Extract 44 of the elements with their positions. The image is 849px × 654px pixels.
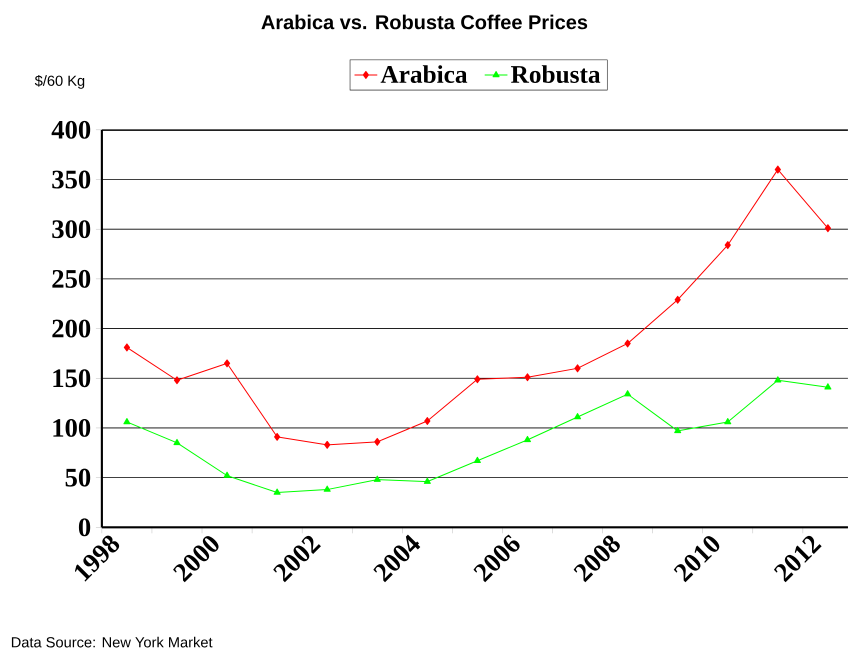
source-note: Data Source: New York Market [12,636,212,648]
point [424,478,431,484]
point [824,224,832,232]
point [324,485,331,492]
chart-title: Arabica vs. Robusta Coffee Prices [261,14,588,30]
point [824,383,832,390]
y-tick-label: 0 [78,518,90,536]
y-tick-label: 50 [66,468,90,487]
legend-label: Robusta [511,65,600,83]
y-tick-label: 100 [53,418,90,437]
y-tick-label: 400 [52,120,90,139]
point [774,166,781,174]
point [524,436,531,442]
y-tick-label: 200 [52,320,90,338]
point [474,456,481,463]
point [374,438,380,446]
legend-label: Arabica [380,65,468,83]
y-tick-label: 350 [52,170,90,188]
point [574,412,582,420]
point [474,375,481,384]
point [424,416,430,425]
y-tick-label: 150 [53,369,90,388]
y-tick-label: 300 [52,220,90,238]
point [674,426,682,434]
point [774,376,782,382]
point [724,241,731,250]
point [224,472,231,478]
point [274,432,280,441]
point [374,476,381,482]
point [624,390,632,396]
point [224,359,230,368]
y-tick-label: 250 [52,270,90,288]
point [574,364,581,372]
point [174,376,180,384]
point [724,418,732,424]
point [524,373,531,382]
point [674,296,681,304]
point [324,440,330,449]
y-axis-title: $/60 Kg [34,74,84,89]
point [173,438,181,446]
point [274,488,281,495]
point [124,343,130,352]
point [123,418,130,424]
point [624,339,631,348]
